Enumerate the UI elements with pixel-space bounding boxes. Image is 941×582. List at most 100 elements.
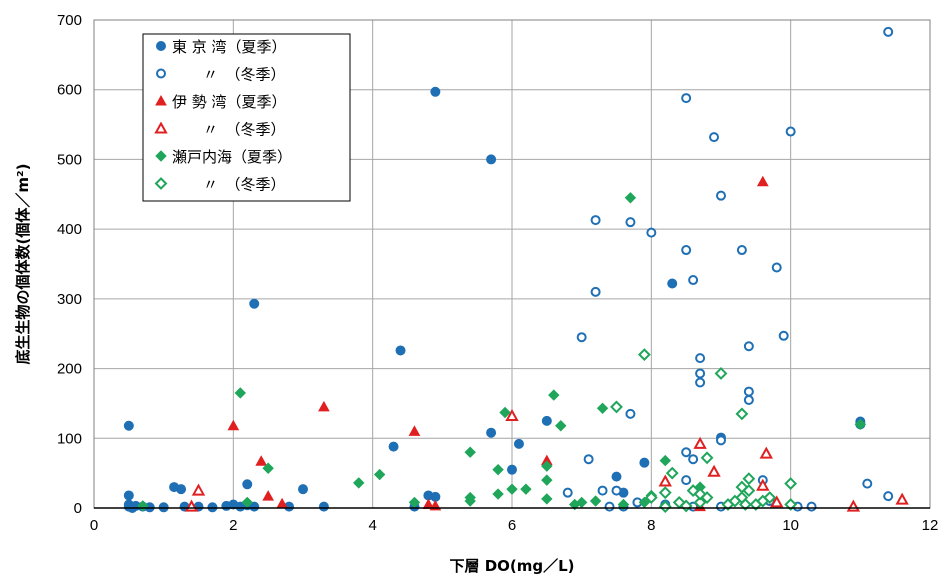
series-0-point (242, 479, 253, 490)
series-0-point (667, 278, 678, 289)
series-3-point (693, 436, 707, 449)
series-5-point (714, 367, 728, 380)
series-4-point (624, 192, 637, 204)
series-4-point (555, 420, 567, 432)
series-3-point (759, 446, 773, 459)
series-5-point (735, 407, 749, 421)
series-1-point (883, 491, 894, 502)
series-0-point (123, 490, 134, 501)
legend: 東 京 湾（夏季） 〃 （冬季） 伊 勢 湾（夏季） 〃 （冬季） 瀬戸内海（夏季） 〃 … (142, 33, 351, 202)
legend-marker-3 (154, 121, 168, 134)
series-4-point (520, 483, 532, 495)
series-0-point (249, 298, 260, 309)
x-axis-label: 下層 DO(mg／L) (449, 557, 574, 575)
series-4-point (492, 463, 504, 476)
y-axis-label: 底生生物の個体数(個体／m²) (14, 164, 32, 365)
series-4-point (589, 495, 602, 507)
series-4-point (506, 483, 518, 495)
series-1-point (688, 275, 699, 286)
series-4-point (854, 418, 867, 431)
series-4-point (262, 462, 274, 474)
series-5-point (784, 477, 798, 491)
series-0-point (249, 501, 260, 512)
series-1-point (743, 341, 754, 352)
legend-label-2: 伊 勢 湾（夏季） (172, 93, 287, 111)
series-1-point (771, 262, 782, 273)
series-1-point (736, 245, 747, 256)
series-3-point (191, 483, 206, 496)
series-5-point (763, 491, 777, 504)
series-0-point (318, 501, 329, 512)
series-2-point (756, 175, 769, 187)
series-0-point (176, 484, 187, 495)
series-4-point (541, 493, 553, 505)
series-5-point (637, 348, 651, 362)
series-1-point (562, 487, 573, 498)
series-5-point (658, 500, 672, 514)
x-tick-label: 10 (782, 517, 799, 534)
series-1-point (611, 485, 622, 496)
series-4-point (464, 495, 476, 507)
series-2-point (318, 400, 330, 412)
series-1-point (590, 286, 601, 297)
series-4-point (548, 389, 560, 401)
legend-label-1: 〃 （冬季） (203, 66, 286, 84)
series-5-point (742, 472, 756, 486)
series-1-point (695, 368, 706, 379)
series-5-point (742, 484, 756, 497)
series-0-point (541, 415, 552, 426)
series-3-point (707, 464, 721, 477)
series-1-point (695, 353, 706, 364)
series-1-point (604, 501, 615, 512)
series-5-point (700, 451, 714, 465)
series-1-point (862, 478, 873, 489)
legend-label-5: 〃 （冬季） (203, 176, 286, 194)
series-1-point (695, 377, 706, 388)
series-1-point (883, 26, 894, 37)
series-1-point (709, 132, 720, 143)
series-4-point (234, 387, 247, 399)
y-tick-label: 700 (57, 12, 82, 29)
series-0-point (395, 345, 406, 356)
series-0-point (486, 427, 497, 438)
y-tick-label: 200 (57, 361, 82, 378)
series-2-point (255, 455, 268, 466)
y-tick-label: 600 (57, 82, 82, 99)
y-tick-label: 500 (57, 151, 82, 168)
series-4-point (499, 406, 511, 419)
series-2-point (227, 419, 240, 431)
legend-marker-0 (156, 41, 166, 51)
series-2-point (262, 490, 275, 501)
series-0-point (639, 457, 650, 468)
series-4-point (541, 474, 553, 486)
series-1-point (576, 332, 587, 343)
series-4-point (596, 402, 609, 415)
series-2-point (408, 425, 421, 436)
series-0-point (513, 438, 524, 449)
series-5-point (658, 486, 672, 500)
series-0-point (507, 464, 517, 475)
series-4-point (659, 454, 671, 467)
series-1-point (778, 330, 789, 341)
series-1-point (716, 435, 726, 446)
series-4-point (373, 468, 386, 481)
series-1-point (597, 485, 608, 496)
series-4-point (492, 488, 504, 500)
y-tick-label: 300 (57, 291, 82, 308)
series-1-point (681, 245, 692, 256)
series-3-point (895, 492, 909, 505)
x-tick-label: 4 (368, 517, 376, 534)
series-1-point (681, 447, 692, 458)
series-4-point (617, 498, 630, 511)
series-1-point (583, 454, 594, 465)
series-1-point (681, 475, 692, 486)
x-tick-label: 6 (508, 517, 516, 534)
series-0-point (123, 420, 134, 431)
legend-label-3: 〃 （冬季） (203, 121, 286, 139)
x-tick-label: 0 (90, 517, 98, 534)
series-0-point (298, 484, 308, 495)
series-1-point (688, 454, 699, 465)
series-1-point (646, 227, 657, 238)
legend-label-0: 東 京 湾（夏季） (172, 38, 287, 56)
